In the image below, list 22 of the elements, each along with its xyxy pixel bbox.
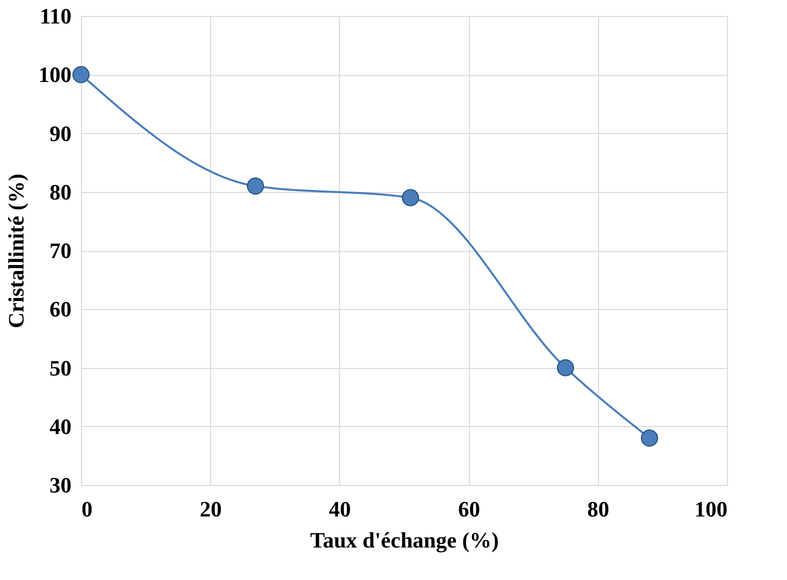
y-tick-label: 100	[38, 62, 72, 88]
x-tick-label: 60	[458, 496, 480, 522]
y-axis-title: Cristallinité (%)	[4, 174, 28, 328]
x-axis-title: Taux d'échange (%)	[310, 528, 499, 552]
y-tick-label: 70	[50, 238, 72, 263]
y-tick-label: 50	[50, 355, 72, 380]
point	[640, 430, 658, 447]
y-tick-label: 60	[50, 296, 72, 322]
point	[402, 189, 420, 206]
x-tick-label: 0	[82, 496, 92, 522]
y-tick-label: 110	[40, 4, 72, 28]
x-tick-label: 20	[200, 496, 222, 522]
x-tick-label: 100	[694, 496, 728, 522]
y-tick-label: 40	[50, 414, 72, 439]
y-tick-label: 90	[50, 120, 72, 146]
point	[556, 359, 574, 376]
x-tick-label: 80	[587, 496, 610, 522]
y-tick-label: 30	[50, 472, 72, 498]
y-tick-label: 80	[50, 179, 72, 204]
point	[246, 177, 264, 195]
x-tick-label: 40	[328, 496, 351, 522]
point	[72, 66, 90, 84]
